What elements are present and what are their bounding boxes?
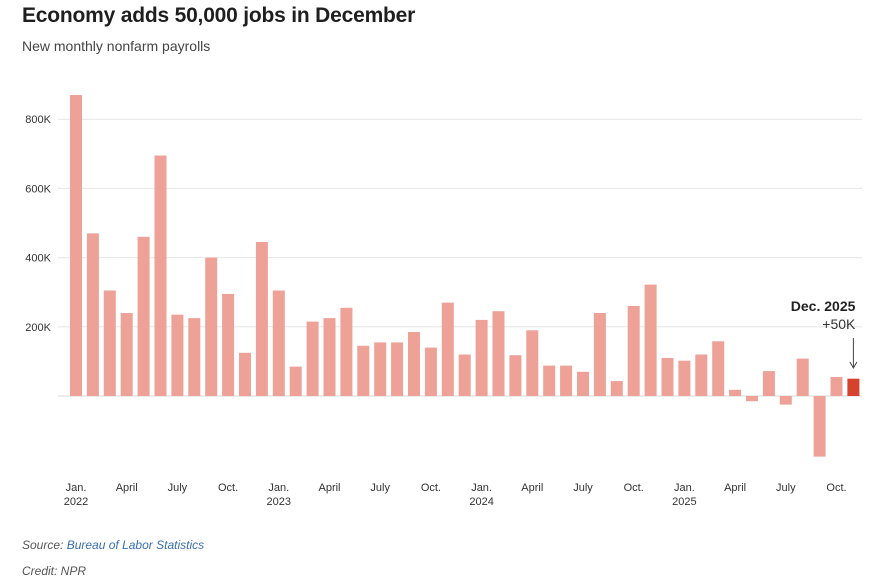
bar — [627, 306, 640, 396]
bar — [306, 321, 319, 396]
x-tick-label: April — [724, 482, 746, 494]
y-tick-label: 200K — [25, 322, 51, 334]
bar — [103, 290, 116, 396]
bar — [475, 319, 488, 396]
y-tick-label: 800K — [25, 114, 51, 126]
bar — [695, 354, 708, 396]
bar — [712, 341, 725, 396]
bar — [255, 242, 268, 396]
x-tick-label: Oct. — [218, 482, 238, 494]
x-tick-label: July — [370, 482, 390, 494]
bar — [154, 155, 167, 396]
bar — [509, 355, 522, 396]
source-prefix: Source: — [22, 538, 67, 552]
source-link[interactable]: Bureau of Labor Statistics — [66, 538, 205, 552]
x-tick-label: 2024 — [469, 496, 493, 508]
x-tick-label: Oct. — [826, 482, 846, 494]
x-tick-label: April — [116, 482, 138, 494]
bar — [137, 236, 150, 396]
x-tick-label: July — [573, 482, 593, 494]
bar — [813, 396, 826, 457]
bar — [391, 342, 404, 396]
credit-note: Credit: NPR — [22, 564, 87, 578]
x-tick-label: July — [776, 482, 796, 494]
chart-subtitle: New monthly nonfarm payrolls — [22, 38, 211, 54]
bar — [188, 318, 201, 396]
x-tick-label: 2025 — [672, 496, 696, 508]
bar — [374, 342, 387, 396]
bar — [272, 290, 285, 396]
x-tick-label: Jan. — [471, 482, 492, 494]
bar — [610, 381, 623, 396]
y-tick-label: 400K — [25, 253, 51, 265]
highlight-bar — [847, 378, 860, 396]
x-tick-label: Oct. — [421, 482, 441, 494]
bar — [408, 332, 420, 396]
bar — [239, 352, 251, 397]
bar — [560, 365, 573, 396]
annotation-value: +50K — [822, 316, 856, 332]
bar — [593, 313, 606, 396]
bar — [796, 358, 809, 396]
bar — [86, 233, 99, 396]
bar — [762, 371, 775, 396]
y-tick-label: 600K — [25, 183, 51, 195]
bar — [289, 366, 302, 396]
bar — [222, 293, 235, 396]
annotation-arrow-head — [849, 361, 858, 369]
x-tick-label: Jan. — [268, 482, 289, 494]
bar — [70, 95, 82, 396]
x-tick-label: April — [318, 482, 340, 494]
x-tick-label: July — [168, 482, 188, 494]
payrolls-bar-chart: 200K 400K 600K 800K Jan. 2022 April July Oct. Jan… — [25, 95, 862, 508]
x-tick-label: Jan. — [66, 482, 87, 494]
bar — [526, 330, 539, 396]
bar — [205, 257, 218, 396]
bar — [357, 345, 370, 396]
x-tick-label: Jan. — [674, 482, 695, 494]
bar — [424, 347, 437, 396]
bar — [323, 318, 336, 396]
x-tick-label: April — [521, 482, 543, 494]
source-note: Source: Bureau of Labor Statistics — [22, 538, 204, 552]
annotation-title: Dec. 2025 — [791, 298, 856, 314]
bar — [492, 311, 505, 396]
x-tick-label: 2022 — [64, 496, 88, 508]
chart-title: Economy adds 50,000 jobs in December — [22, 4, 416, 27]
bar — [678, 360, 691, 396]
bar — [729, 389, 742, 396]
bar — [779, 396, 792, 405]
bar — [661, 357, 674, 396]
bar — [746, 396, 758, 402]
bar — [577, 371, 589, 396]
bar — [171, 314, 184, 396]
bar — [441, 302, 454, 396]
x-tick-label: Oct. — [624, 482, 644, 494]
bar — [830, 377, 843, 396]
bar — [458, 354, 471, 396]
bar — [543, 365, 556, 396]
bar — [644, 284, 657, 396]
bar — [120, 313, 133, 396]
x-tick-label: 2023 — [267, 496, 291, 508]
bar — [340, 307, 353, 396]
